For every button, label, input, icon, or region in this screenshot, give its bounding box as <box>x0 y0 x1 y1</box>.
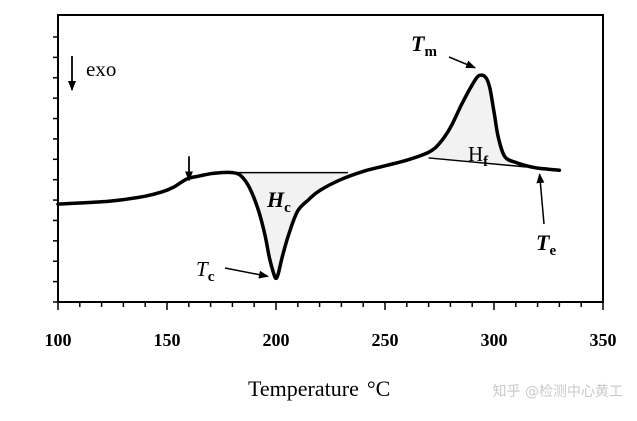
tc-label: Tc <box>196 257 215 285</box>
x-axis-label: Temperature °C <box>248 376 390 401</box>
exo-label: exo <box>86 57 116 81</box>
x-ticks <box>57 302 604 310</box>
plot-frame <box>57 14 604 303</box>
x-tick-label-150: 150 <box>154 330 181 350</box>
hf-label: Hf <box>468 142 489 170</box>
tm-arrow-icon <box>448 56 477 69</box>
hc-label: Hc <box>266 187 291 216</box>
baselines <box>232 157 527 174</box>
te-arrow-icon <box>536 173 545 225</box>
y-ticks <box>53 36 58 303</box>
tc-arrow-icon <box>224 267 269 279</box>
melting-area <box>428 75 527 167</box>
x-tick-label-350: 350 <box>590 330 617 350</box>
x-tick-labels: 100 150 200 250 300 350 <box>45 330 617 350</box>
x-tick-label-200: 200 <box>263 330 290 350</box>
x-tick-label-100: 100 <box>45 330 72 350</box>
x-tick-label-250: 250 <box>372 330 399 350</box>
x-tick-label-300: 300 <box>481 330 508 350</box>
watermark: 知乎 @检测中心黄工 <box>492 384 623 400</box>
te-label: Te <box>536 230 556 259</box>
tm-label: Tm <box>411 31 437 60</box>
baseline-2 <box>428 157 527 168</box>
